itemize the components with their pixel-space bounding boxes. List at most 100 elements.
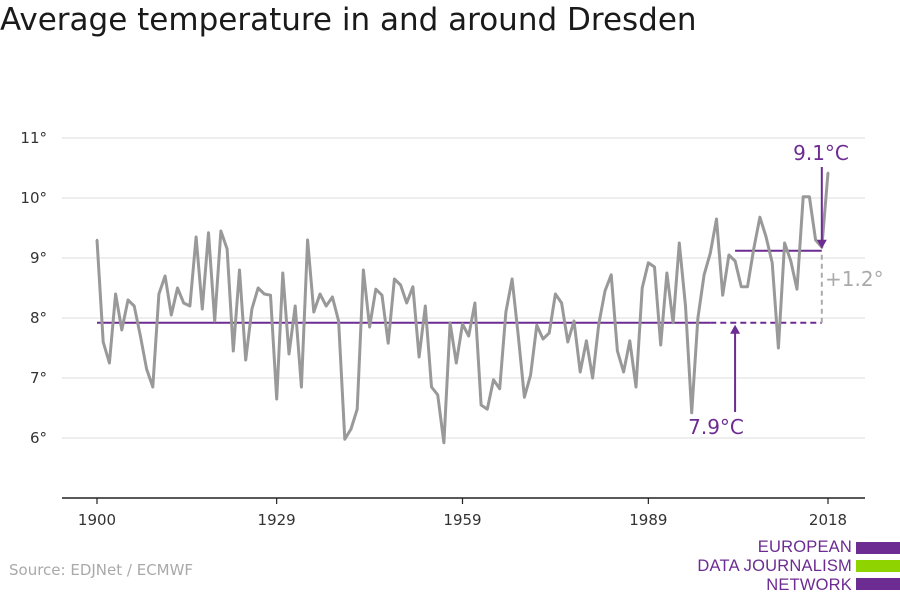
edjnet-logo: EUROPEAN DATA JOURNALISM NETWORK bbox=[690, 538, 900, 596]
source-note: Source: EDJNet / ECMWF bbox=[9, 561, 194, 579]
data-point-1935 bbox=[312, 310, 316, 314]
data-point-1954 bbox=[430, 385, 433, 389]
data-point-1942 bbox=[355, 408, 359, 411]
data-point-1945 bbox=[374, 288, 377, 291]
x-tick-label-1900: 1900 bbox=[78, 511, 116, 529]
data-point-1938 bbox=[331, 295, 334, 299]
data-point-1969 bbox=[523, 396, 526, 399]
series-line-0 bbox=[95, 172, 830, 445]
x-tick-label-2018: 2018 bbox=[809, 511, 847, 529]
series-layer bbox=[95, 171, 830, 445]
data-point-1952 bbox=[417, 355, 421, 359]
logo-line-3: NETWORK bbox=[766, 576, 852, 594]
data-point-1970 bbox=[529, 373, 532, 377]
data-point-1914 bbox=[182, 301, 185, 305]
data-point-1922 bbox=[232, 349, 235, 353]
data-point-1925 bbox=[250, 307, 254, 311]
data-point-1948 bbox=[393, 277, 396, 281]
data-point-1987 bbox=[634, 385, 638, 389]
data-point-1980 bbox=[591, 376, 594, 380]
data-point-1988 bbox=[640, 286, 644, 290]
data-point-1974 bbox=[554, 292, 557, 296]
data-point-1963 bbox=[486, 408, 489, 411]
annotation-7-9: 7.9°C bbox=[688, 415, 744, 439]
data-point-1979 bbox=[585, 339, 588, 342]
data-point-1943 bbox=[362, 268, 365, 272]
annotations: 9.1°C 7.9°C +1.2° bbox=[688, 141, 883, 439]
data-point-2001 bbox=[721, 294, 724, 297]
data-point-1973 bbox=[548, 331, 551, 335]
data-point-1927 bbox=[263, 292, 266, 296]
annotation-difference: +1.2° bbox=[825, 267, 884, 291]
data-point-2000 bbox=[715, 217, 718, 221]
data-point-1982 bbox=[603, 289, 607, 293]
data-point-1967 bbox=[510, 277, 514, 281]
data-point-1910 bbox=[157, 292, 161, 296]
data-point-1912 bbox=[170, 313, 173, 317]
data-point-2004 bbox=[740, 285, 743, 288]
arrow-9-1-head bbox=[816, 239, 827, 249]
x-tick-label-1989: 1989 bbox=[629, 511, 667, 529]
data-point-1961 bbox=[473, 301, 477, 305]
data-point-2005 bbox=[746, 285, 749, 288]
data-point-2016 bbox=[814, 238, 817, 242]
data-point-2009 bbox=[771, 261, 774, 264]
data-point-1981 bbox=[597, 322, 600, 326]
y-tick-label-8: 8° bbox=[30, 309, 47, 327]
data-point-1924 bbox=[244, 358, 247, 362]
data-point-1968 bbox=[517, 334, 520, 338]
data-point-2003 bbox=[733, 259, 737, 263]
arrow-7-9-head bbox=[730, 324, 741, 334]
logo-line-2: DATA JOURNALISM bbox=[697, 557, 852, 575]
data-point-1972 bbox=[541, 337, 545, 341]
data-point-1904 bbox=[120, 328, 123, 332]
data-point-1917 bbox=[201, 307, 204, 311]
data-point-1971 bbox=[535, 324, 539, 327]
data-point-1959 bbox=[461, 322, 464, 326]
data-point-1937 bbox=[325, 304, 328, 308]
data-point-1920 bbox=[219, 229, 223, 233]
x-tick-label-1929: 1929 bbox=[258, 511, 296, 529]
data-point-1901 bbox=[101, 340, 105, 344]
data-point-1951 bbox=[411, 285, 415, 288]
data-point-1965 bbox=[498, 387, 501, 390]
y-tick-label-11: 11° bbox=[20, 129, 47, 147]
data-point-1956 bbox=[442, 441, 446, 444]
data-point-2011 bbox=[783, 241, 786, 245]
data-point-1918 bbox=[207, 231, 210, 234]
data-point-1958 bbox=[455, 361, 458, 365]
data-point-1993 bbox=[671, 321, 675, 324]
y-tick-label-6: 6° bbox=[30, 429, 47, 447]
logo-line-1: EUROPEAN bbox=[757, 538, 852, 556]
data-point-2008 bbox=[764, 235, 768, 239]
data-point-1932 bbox=[294, 304, 297, 308]
data-point-1985 bbox=[622, 370, 625, 374]
grid-lines bbox=[62, 137, 865, 439]
data-point-1976 bbox=[566, 340, 570, 344]
data-point-1909 bbox=[151, 385, 154, 389]
data-point-1998 bbox=[702, 273, 706, 276]
annotation-9-1: 9.1°C bbox=[793, 141, 849, 165]
data-point-1995 bbox=[684, 304, 687, 308]
data-point-1978 bbox=[579, 370, 582, 374]
data-point-1975 bbox=[560, 301, 563, 305]
y-tick-label-9: 9° bbox=[30, 249, 47, 267]
data-point-1934 bbox=[306, 238, 309, 242]
data-point-2015 bbox=[808, 195, 811, 198]
data-point-1940 bbox=[343, 438, 346, 441]
data-point-1916 bbox=[194, 235, 198, 239]
data-point-1949 bbox=[399, 283, 402, 287]
data-point-1900 bbox=[95, 238, 99, 242]
data-point-1990 bbox=[653, 265, 656, 269]
chart-title: Average temperature in and around Dresde… bbox=[0, 2, 697, 38]
x-tick-label-1959: 1959 bbox=[443, 511, 481, 529]
logo-bar-purple-bottom bbox=[856, 578, 900, 590]
data-point-1999 bbox=[709, 252, 712, 255]
data-point-2013 bbox=[795, 288, 799, 291]
y-tick-label-10: 10° bbox=[20, 189, 47, 207]
data-point-1931 bbox=[287, 352, 291, 356]
data-point-1906 bbox=[132, 304, 136, 308]
axes: 6° 7° 8° 9° 10° 11° 1900 1929 1959 1989 2018 bbox=[20, 129, 865, 529]
data-point-1933 bbox=[300, 385, 303, 389]
data-point-1926 bbox=[256, 286, 260, 290]
